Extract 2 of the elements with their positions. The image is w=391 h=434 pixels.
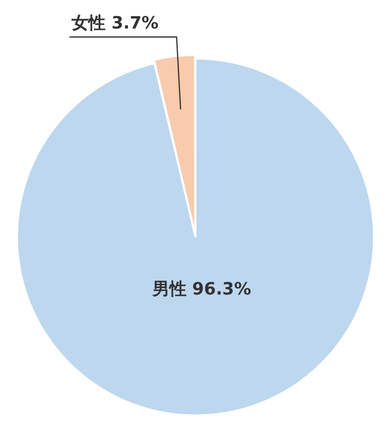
slice-label: 男性 96.3% bbox=[151, 280, 252, 300]
slice-label: 女性 3.7% bbox=[70, 13, 159, 34]
